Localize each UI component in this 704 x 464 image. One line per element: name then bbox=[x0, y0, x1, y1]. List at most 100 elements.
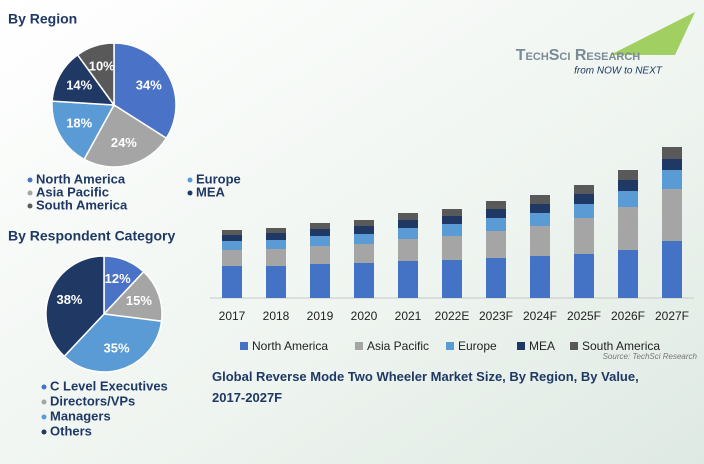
bar-segment bbox=[310, 223, 330, 229]
bar-segment bbox=[662, 147, 682, 159]
bar-segment bbox=[618, 170, 638, 180]
bar-segment bbox=[486, 218, 506, 231]
bar-segment bbox=[266, 266, 286, 298]
pie-slice bbox=[51, 100, 116, 161]
pie-slice bbox=[63, 313, 163, 373]
legend-swatch bbox=[570, 342, 578, 350]
legend-swatch bbox=[355, 342, 363, 350]
bar-segment bbox=[662, 170, 682, 189]
legend-label: Directors/VPs bbox=[50, 393, 135, 408]
bar-segment bbox=[310, 236, 330, 246]
bar-segment bbox=[398, 239, 418, 261]
legend-swatch bbox=[240, 342, 248, 350]
bar-segment bbox=[222, 241, 242, 250]
legend-bullet bbox=[27, 177, 33, 183]
legend-label: Europe bbox=[458, 339, 497, 353]
bar-segment bbox=[574, 194, 594, 204]
pie-slice bbox=[51, 53, 116, 106]
x-tick-label: 2023F bbox=[479, 309, 513, 323]
source: Source: TechSci Research bbox=[603, 352, 698, 361]
chart-title-line: Global Reverse Mode Two Wheeler Market S… bbox=[212, 369, 639, 384]
bar-segment bbox=[354, 220, 374, 226]
bar-segment bbox=[310, 246, 330, 264]
bar-segment bbox=[266, 228, 286, 233]
legend-label: Managers bbox=[50, 408, 111, 423]
x-tick-label: 2022E bbox=[435, 309, 470, 323]
x-tick-label: 2027F bbox=[655, 309, 689, 323]
bar-segment bbox=[530, 213, 550, 226]
bar-segment bbox=[442, 209, 462, 216]
legend-label: North America bbox=[36, 171, 126, 186]
legend-label: Asia Pacific bbox=[367, 339, 429, 353]
legend-label: South America bbox=[36, 197, 128, 212]
slice-label: 35% bbox=[104, 340, 130, 355]
bar-segment bbox=[530, 195, 550, 204]
bar-segment bbox=[354, 234, 374, 244]
bar-segment bbox=[618, 180, 638, 191]
x-tick-label: 2024F bbox=[523, 309, 557, 323]
bar-segment bbox=[486, 209, 506, 218]
bar-segment bbox=[662, 159, 682, 170]
bar-segment bbox=[266, 233, 286, 240]
legend-bullet bbox=[27, 190, 33, 196]
legend-bullet bbox=[41, 384, 47, 390]
bar-segment bbox=[618, 191, 638, 207]
bar-segment bbox=[354, 244, 374, 263]
bar-segment bbox=[222, 250, 242, 266]
slice-label: 18% bbox=[66, 116, 92, 131]
bar-segment bbox=[354, 226, 374, 234]
legend-label: MEA bbox=[529, 339, 555, 353]
legend-label: Asia Pacific bbox=[36, 184, 109, 199]
bar-segment bbox=[442, 216, 462, 224]
chart-title: Global Reverse Mode Two Wheeler Market S… bbox=[212, 369, 639, 405]
brand: TechSci Research bbox=[516, 47, 641, 64]
legend-label: C Level Executives bbox=[50, 378, 168, 393]
x-tick-label: 2017 bbox=[219, 309, 246, 323]
legend-label: North America bbox=[252, 339, 328, 353]
legend-bullet bbox=[41, 399, 47, 405]
slice-label: 38% bbox=[56, 292, 82, 307]
legend-label: Others bbox=[50, 423, 92, 438]
slice-label: 10% bbox=[89, 59, 115, 74]
chart-title-line: 2017-2027F bbox=[212, 390, 282, 405]
bar-segment bbox=[222, 266, 242, 298]
x-tick-label: 2019 bbox=[307, 309, 334, 323]
bar-segment bbox=[574, 204, 594, 218]
slice-label: 15% bbox=[126, 293, 152, 308]
legend-bullet bbox=[41, 429, 47, 435]
x-tick-label: 2026F bbox=[611, 309, 645, 323]
x-tick-label: 2021 bbox=[395, 309, 422, 323]
pie-title: By Region bbox=[8, 11, 77, 27]
legend-bullet bbox=[187, 177, 193, 183]
x-tick-label: 2018 bbox=[263, 309, 290, 323]
bar-segment bbox=[398, 228, 418, 239]
bar-segment bbox=[618, 250, 638, 298]
legend-label: Europe bbox=[196, 171, 241, 186]
slice-label: 24% bbox=[111, 135, 137, 150]
bar-segment bbox=[266, 249, 286, 266]
pie-slice bbox=[83, 103, 168, 168]
bar-segment bbox=[486, 258, 506, 298]
slice-label: 14% bbox=[66, 77, 92, 92]
slice-label: 34% bbox=[136, 77, 162, 92]
bar-segment bbox=[354, 263, 374, 298]
bar-segment bbox=[222, 235, 242, 241]
legend-label: South America bbox=[582, 339, 660, 353]
bar-segment bbox=[222, 230, 242, 235]
x-tick-label: 2025F bbox=[567, 309, 601, 323]
legend-bullet bbox=[41, 414, 47, 420]
bar-segment bbox=[574, 185, 594, 194]
bar-segment bbox=[266, 240, 286, 249]
bar-segment bbox=[530, 226, 550, 256]
pie-title: By Respondent Category bbox=[8, 228, 175, 244]
bar-segment bbox=[442, 260, 462, 298]
bar-segment bbox=[574, 218, 594, 254]
bar-segment bbox=[662, 189, 682, 241]
legend-swatch bbox=[446, 342, 454, 350]
bar-segment bbox=[486, 231, 506, 258]
bar-segment bbox=[574, 254, 594, 298]
legend-bullet bbox=[27, 203, 33, 209]
bar-segment bbox=[310, 264, 330, 298]
legend-swatch bbox=[517, 342, 525, 350]
